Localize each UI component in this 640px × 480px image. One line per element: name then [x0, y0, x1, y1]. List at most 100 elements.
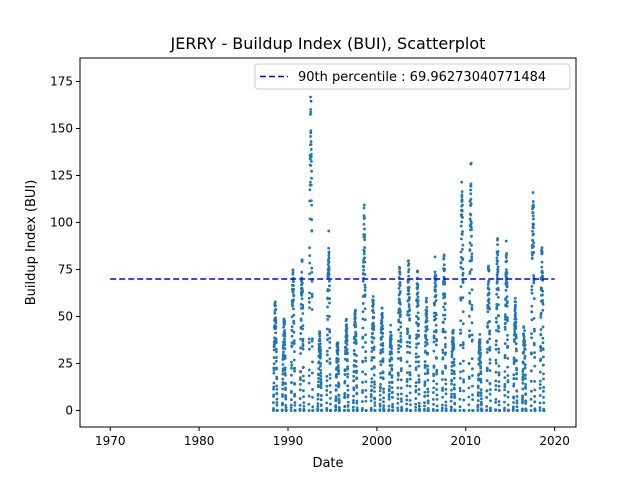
data-point	[346, 366, 349, 370]
data-point	[444, 400, 448, 404]
data-point	[389, 330, 392, 334]
data-point	[514, 315, 517, 319]
data-point	[373, 382, 376, 386]
legend-box	[254, 63, 571, 90]
data-point	[307, 402, 311, 406]
data-point	[398, 272, 402, 276]
data-point	[336, 366, 340, 370]
data-point	[361, 391, 364, 394]
data-point	[370, 358, 374, 362]
data-point	[469, 197, 473, 201]
data-point	[530, 352, 533, 356]
data-point	[398, 297, 401, 301]
data-point	[414, 384, 418, 388]
data-point	[423, 372, 427, 376]
data-point	[370, 367, 374, 371]
data-point	[523, 329, 527, 332]
data-point	[434, 343, 438, 347]
data-point	[327, 265, 331, 269]
data-point	[289, 409, 293, 412]
data-point	[346, 409, 350, 412]
data-point	[381, 350, 385, 354]
data-point	[442, 305, 445, 309]
data-point	[453, 409, 457, 412]
data-point	[470, 221, 473, 225]
data-point	[426, 387, 430, 391]
data-point	[298, 376, 302, 380]
x-axis-ticks: 1970 1980 1990 2000 2010 2020	[95, 427, 570, 448]
data-point	[363, 318, 367, 322]
data-point	[425, 316, 429, 320]
data-point	[307, 347, 311, 351]
data-point	[489, 399, 492, 403]
data-point	[488, 348, 492, 352]
data-point	[369, 399, 373, 403]
data-point	[486, 347, 489, 351]
data-point	[541, 325, 545, 329]
data-point	[443, 317, 447, 321]
data-point	[538, 379, 542, 383]
data-point	[469, 182, 473, 186]
data-point	[504, 256, 508, 259]
data-point	[325, 359, 329, 363]
data-point	[467, 314, 471, 318]
data-point	[532, 281, 536, 285]
data-point	[336, 352, 340, 356]
data-point	[498, 409, 502, 412]
data-point	[521, 375, 525, 379]
data-point	[326, 318, 330, 321]
data-point	[361, 345, 365, 349]
data-point	[541, 336, 545, 340]
data-point	[495, 320, 498, 324]
data-point	[275, 403, 279, 407]
data-point	[444, 378, 447, 382]
data-point	[479, 377, 483, 381]
data-point	[434, 313, 438, 317]
data-point	[307, 394, 311, 398]
data-point	[405, 398, 409, 402]
data-point	[309, 112, 312, 116]
data-point	[540, 246, 544, 250]
data-point	[300, 281, 304, 285]
data-point	[529, 404, 533, 408]
data-point	[399, 340, 403, 344]
data-point	[308, 272, 311, 276]
data-point	[416, 311, 420, 315]
data-point	[352, 370, 356, 374]
data-point	[426, 368, 430, 371]
data-point	[414, 409, 417, 412]
data-point	[355, 369, 359, 373]
data-point	[316, 397, 320, 401]
data-point	[388, 381, 391, 384]
data-point	[479, 391, 483, 395]
data-point	[459, 285, 463, 289]
data-point	[283, 373, 287, 377]
data-point	[283, 368, 287, 372]
data-point	[443, 267, 446, 271]
data-point	[382, 396, 385, 400]
data-point	[503, 388, 507, 392]
data-point	[461, 281, 465, 284]
data-point	[485, 404, 489, 408]
data-point	[487, 297, 491, 301]
data-point	[460, 213, 464, 217]
data-point	[284, 406, 288, 410]
data-point	[459, 370, 462, 374]
x-tick-label: 1990	[273, 434, 304, 448]
data-point	[414, 355, 418, 359]
data-point	[325, 407, 329, 410]
data-point	[531, 191, 535, 194]
data-point	[272, 348, 276, 352]
data-point	[415, 346, 418, 349]
data-point	[497, 330, 500, 333]
data-point	[494, 388, 498, 392]
data-point	[310, 169, 313, 173]
data-point	[328, 396, 332, 400]
data-point	[423, 390, 427, 394]
chart-title: JERRY - Buildup Index (BUI), Scatterplot	[170, 34, 486, 53]
data-point	[364, 333, 367, 337]
y-tick-label: 150	[50, 121, 73, 135]
data-point	[522, 325, 526, 329]
data-point	[512, 384, 515, 388]
data-point	[400, 409, 404, 412]
